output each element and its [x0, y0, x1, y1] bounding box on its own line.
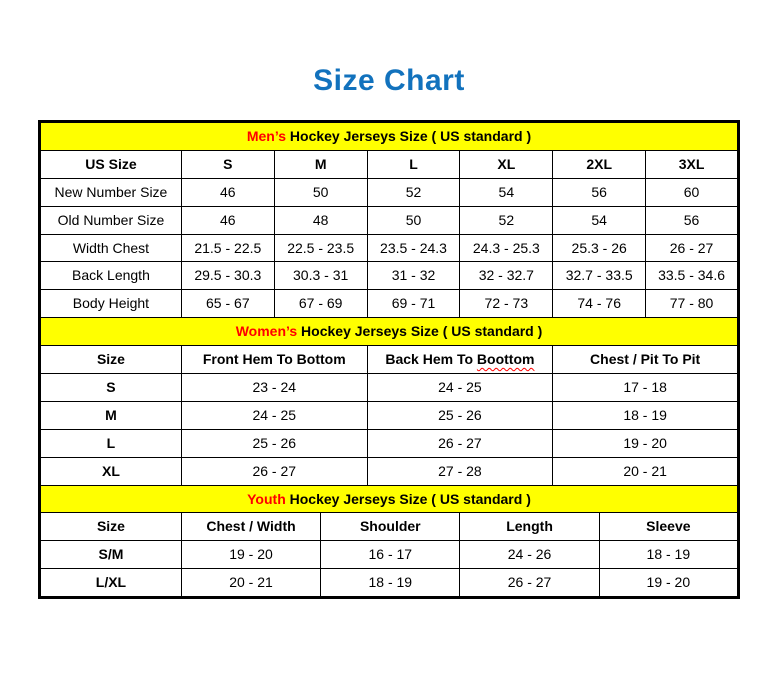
womens-value-cell: 26 - 27 [366, 428, 554, 458]
womens-row-label: XL [39, 456, 182, 486]
womens-value-cell: 17 - 18 [552, 373, 739, 402]
youth-table-row: S/M 19 - 20 16 - 17 24 - 26 18 - 19 [39, 540, 740, 570]
mens-value-cell: 50 [273, 177, 368, 207]
womens-value-cell: 20 - 21 [552, 456, 739, 486]
mens-value-cell: 48 [273, 205, 368, 235]
youth-value-cell: 16 - 17 [320, 540, 461, 570]
mens-value-cell: 69 - 71 [366, 289, 461, 319]
womens-value-cell: 24 - 25 [180, 400, 368, 430]
mens-value-cell: 74 - 76 [552, 289, 647, 319]
mens-value-cell: 25.3 - 26 [552, 233, 647, 263]
womens-value-cell: 27 - 28 [366, 456, 554, 486]
womens-column-header: Chest / Pit To Pit [552, 345, 739, 375]
mens-section-title: Men’s Hockey Jerseys Size ( US standard … [39, 121, 739, 151]
youth-value-cell: 19 - 20 [180, 540, 322, 570]
womens-section-title: Women’s Hockey Jerseys Size ( US standar… [39, 317, 739, 347]
mens-row-label: Old Number Size [39, 205, 182, 235]
mens-value-cell: 46 [180, 205, 275, 235]
youth-value-cell: 18 - 19 [320, 568, 461, 599]
womens-table-row: S 23 - 24 24 - 25 17 - 18 [39, 373, 739, 402]
mens-row-label: Width Chest [39, 233, 182, 263]
mens-value-cell: 31 - 32 [366, 261, 461, 291]
womens-value-cell: 24 - 25 [366, 373, 554, 402]
size-chart-container: Men’s Hockey Jerseys Size ( US standard … [38, 120, 740, 600]
womens-value-cell: 19 - 20 [552, 428, 739, 458]
mens-value-cell: 33.5 - 34.6 [645, 261, 739, 291]
mens-value-cell: 24.3 - 25.3 [459, 233, 554, 263]
mens-column-header: XL [459, 149, 554, 179]
mens-table-row: Width Chest 21.5 - 22.5 22.5 - 23.5 23.5 - … [39, 233, 739, 263]
youth-table-row: L/XL 20 - 21 18 - 19 26 - 27 19 - 20 [39, 568, 740, 599]
mens-column-header: 2XL [552, 149, 647, 179]
mens-column-header: 3XL [645, 149, 739, 179]
womens-table-row: M 24 - 25 25 - 26 18 - 19 [39, 400, 739, 430]
womens-value-cell: 23 - 24 [180, 373, 368, 402]
youth-row-label: S/M [39, 540, 182, 570]
youth-value-cell: 26 - 27 [459, 568, 600, 599]
youth-section-title-accent: Youth [247, 490, 286, 507]
youth-section-title: Youth Hockey Jerseys Size ( US standard … [39, 484, 739, 514]
mens-column-header: L [366, 149, 461, 179]
mens-value-cell: 52 [366, 177, 461, 207]
mens-value-cell: 22.5 - 23.5 [273, 233, 368, 263]
mens-value-cell: 56 [552, 177, 647, 207]
mens-row-label: New Number Size [39, 177, 182, 207]
womens-section-title-accent: Women’s [235, 323, 298, 340]
mens-table-row: New Number Size 46 50 52 54 56 60 [39, 177, 739, 207]
youth-row-label: L/XL [39, 568, 182, 599]
youth-value-cell: 18 - 19 [598, 540, 740, 570]
mens-value-cell: 54 [459, 177, 554, 207]
youth-value-cell: 20 - 21 [180, 568, 322, 599]
misspelled-word: Boottom [476, 351, 535, 368]
mens-value-cell: 65 - 67 [180, 289, 275, 319]
youth-column-header: Size [39, 512, 182, 542]
mens-value-cell: 21.5 - 22.5 [180, 233, 275, 263]
size-chart-table: Men’s Hockey Jerseys Size ( US standard … [38, 120, 740, 600]
mens-value-cell: 32 - 32.7 [459, 261, 554, 291]
mens-value-cell: 29.5 - 30.3 [180, 261, 275, 291]
mens-value-cell: 52 [459, 205, 554, 235]
mens-table-row: Old Number Size 46 48 50 52 54 56 [39, 205, 739, 235]
womens-value-cell: 25 - 26 [180, 428, 368, 458]
mens-value-cell: 72 - 73 [459, 289, 554, 319]
mens-row-label: Body Height [39, 289, 182, 319]
page-title: Size Chart [313, 64, 465, 97]
womens-row-label: L [39, 428, 182, 458]
mens-value-cell: 60 [645, 177, 739, 207]
youth-column-header: Sleeve [598, 512, 740, 542]
mens-table-row: Body Height 65 - 67 67 - 69 69 - 71 72 - 73 7… [39, 289, 739, 319]
youth-column-header: Chest / Width [180, 512, 322, 542]
mens-column-header: S [180, 149, 275, 179]
womens-table-row: XL 26 - 27 27 - 28 20 - 21 [39, 456, 739, 486]
mens-value-cell: 77 - 80 [645, 289, 739, 319]
mens-value-cell: 46 [180, 177, 275, 207]
mens-value-cell: 54 [552, 205, 647, 235]
mens-value-cell: 56 [645, 205, 739, 235]
mens-value-cell: 23.5 - 24.3 [366, 233, 461, 263]
womens-value-cell: 18 - 19 [552, 400, 739, 430]
womens-row-label: S [39, 373, 182, 402]
womens-column-header: Back Hem To Boottom [366, 345, 554, 375]
mens-value-cell: 26 - 27 [645, 233, 739, 263]
mens-column-header: M [273, 149, 368, 179]
youth-value-cell: 24 - 26 [459, 540, 600, 570]
mens-column-header: US Size [39, 149, 182, 179]
mens-table-row: Back Length 29.5 - 30.3 30.3 - 31 31 - 32 32… [39, 261, 739, 291]
mens-row-label: Back Length [39, 261, 182, 291]
womens-column-header: Size [39, 345, 182, 375]
womens-row-label: M [39, 400, 182, 430]
womens-table-row: L 25 - 26 26 - 27 19 - 20 [39, 428, 739, 458]
youth-value-cell: 19 - 20 [598, 568, 740, 599]
womens-column-header: Front Hem To Bottom [180, 345, 368, 375]
mens-section-title-accent: Men’s [246, 128, 287, 144]
mens-value-cell: 67 - 69 [273, 289, 368, 319]
mens-value-cell: 30.3 - 31 [273, 261, 368, 291]
mens-value-cell: 32.7 - 33.5 [552, 261, 647, 291]
mens-value-cell: 50 [366, 205, 461, 235]
youth-column-header: Shoulder [320, 512, 461, 542]
womens-value-cell: 26 - 27 [180, 456, 368, 486]
youth-column-header: Length [459, 512, 600, 542]
womens-value-cell: 25 - 26 [366, 400, 554, 430]
